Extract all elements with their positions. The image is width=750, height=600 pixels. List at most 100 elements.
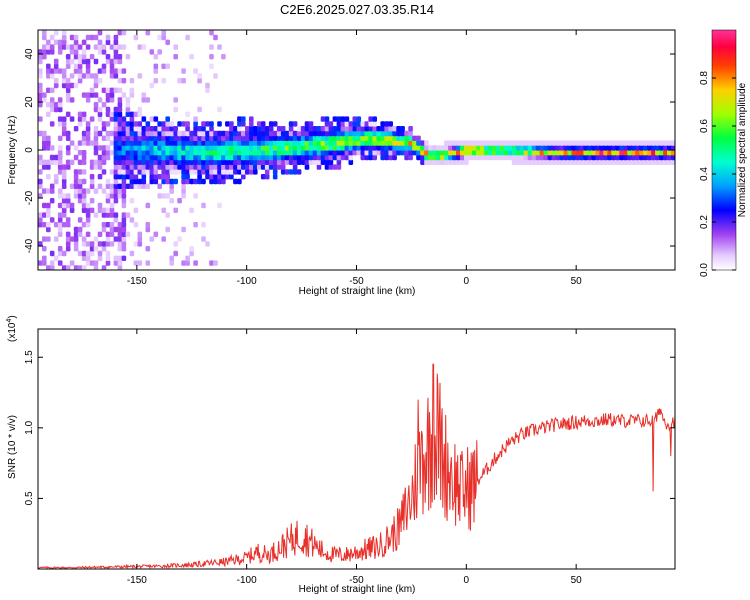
spectrogram-cell — [157, 140, 162, 146]
spectrogram-cell — [332, 164, 338, 170]
spectrogram-cell — [129, 169, 135, 175]
spectrogram-cell — [579, 140, 584, 146]
spectrogram-cell — [328, 154, 334, 161]
spectrogram-cell — [400, 126, 405, 132]
spectrogram-cell — [324, 116, 330, 122]
spectrogram-cell — [280, 169, 286, 175]
spectrogram-cell — [46, 140, 51, 146]
spectrogram-cell — [483, 154, 489, 161]
spectrogram-cell — [53, 222, 59, 228]
spectrogram-cell — [97, 159, 103, 165]
spectrogram-cell — [388, 140, 393, 146]
spectrogram-cell — [213, 260, 218, 266]
spectrogram-cell — [42, 30, 47, 36]
spectrogram-cell — [185, 135, 190, 141]
spectrogram-cell — [101, 135, 107, 141]
spectrogram-cell — [38, 58, 43, 65]
spectrogram-cell — [392, 130, 397, 137]
spectrogram-cell — [117, 236, 123, 242]
spectrogram-cell — [272, 135, 278, 141]
spectrogram-cell — [368, 140, 373, 146]
spectrogram-cell — [241, 169, 246, 175]
spectrogram-cell — [264, 126, 270, 132]
spectrogram-cell — [193, 68, 198, 74]
spectrogram-cell — [495, 150, 501, 156]
spectrogram-cell — [121, 188, 127, 194]
spectrogram-cell — [221, 145, 226, 151]
spectrogram-cell — [260, 164, 266, 170]
spectrogram-cell — [57, 39, 63, 45]
spectrogram-cell — [73, 174, 79, 180]
spectrogram-cell — [165, 164, 170, 170]
spectrogram-cell — [396, 130, 401, 137]
spectrogram-cell — [292, 150, 298, 156]
spectrogram-cell — [193, 178, 198, 185]
spectrogram-cell — [197, 126, 202, 132]
spectrogram-cell — [364, 121, 370, 127]
spectrogram-cell — [205, 164, 210, 170]
spectrogram-cell — [121, 159, 127, 165]
spectrogram-cell — [225, 121, 230, 127]
spectrogram-cell — [253, 154, 258, 161]
spectrogram-cell — [81, 178, 87, 185]
spectrogram-cell — [352, 135, 358, 141]
spectrogram-cell — [452, 145, 457, 151]
spectrogram-cell — [89, 207, 95, 213]
spectrogram-cell — [153, 174, 159, 180]
spectrogram-cell — [141, 169, 147, 175]
spectrogram-cell — [85, 58, 91, 65]
spectrogram-cell — [89, 198, 95, 204]
spectrogram-cell — [137, 169, 143, 175]
spectrogram-cell — [627, 150, 632, 156]
spectrogram-cell — [42, 135, 47, 141]
spectrogram-cell — [57, 121, 63, 127]
spectrogram-cell — [193, 140, 198, 146]
spectrogram-cell — [73, 231, 79, 237]
spectrogram-cell — [448, 140, 453, 146]
spectrogram-cell — [97, 250, 103, 257]
spectrogram-cell — [249, 164, 254, 170]
spectrogram-cell — [579, 159, 584, 165]
spectrogram-cell — [105, 106, 111, 113]
spectrogram-cell — [149, 236, 155, 242]
spectrogram-cell — [57, 159, 63, 165]
spectrogram-cell — [416, 135, 421, 141]
spectrogram-cell — [460, 140, 465, 146]
spectrogram-cell — [49, 44, 55, 50]
spectrogram-cell — [559, 150, 565, 156]
spectrogram-cell — [97, 255, 103, 261]
spectrogram-cell — [101, 159, 107, 165]
spectrogram-cell — [268, 164, 274, 170]
spectrogram-cell — [125, 54, 131, 60]
spectrogram-cell — [85, 63, 91, 69]
spectrogram-cell — [647, 159, 652, 165]
spectrogram-cell — [213, 178, 218, 185]
spectrogram-cell — [125, 150, 131, 156]
spectrogram-cell — [173, 135, 178, 141]
spectrogram-cell — [65, 44, 71, 50]
spectrogram-cell — [472, 140, 477, 146]
spectrogram-cell — [149, 174, 155, 180]
spectrogram-cell — [89, 34, 95, 41]
spectrogram-cell — [161, 78, 166, 84]
spectrogram-cell — [631, 140, 636, 146]
spectrogram-cell — [157, 183, 162, 189]
spectrogram-cell — [181, 193, 186, 199]
spectrogram-cell — [332, 135, 338, 141]
spectrogram-cell — [113, 54, 119, 60]
spectrogram-cell — [85, 250, 91, 257]
spectrogram-cell — [260, 121, 266, 127]
spectrogram-cell — [38, 154, 43, 161]
spectrogram-cell — [328, 130, 334, 137]
spectrogram-cell — [165, 63, 170, 69]
spectrogram-cell — [145, 169, 151, 175]
spectrogram-cell — [296, 126, 302, 132]
spectrogram-cell — [165, 159, 170, 165]
spectrogram-cell — [46, 236, 51, 242]
spectrogram-cell — [432, 154, 437, 161]
spectrogram-cell — [523, 150, 529, 156]
spectrogram-cell — [396, 140, 401, 146]
spectrogram-cell — [125, 164, 131, 170]
spectrogram-cell — [308, 140, 314, 146]
spectrogram-cell — [233, 140, 238, 146]
